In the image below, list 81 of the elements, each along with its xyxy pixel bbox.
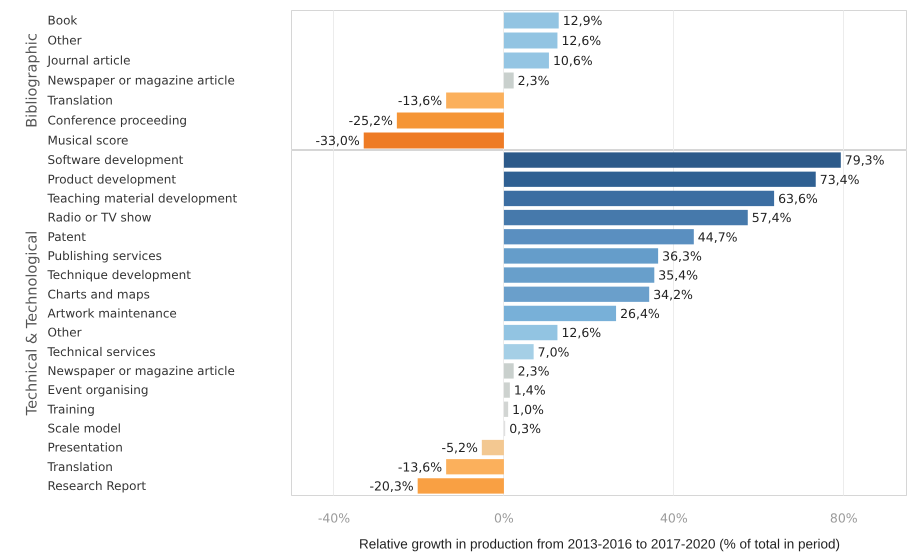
bar (504, 12, 559, 28)
data-label: -13,6% (398, 93, 442, 108)
data-label: 12,6% (561, 325, 602, 340)
y-tick-label: Event organising (48, 383, 148, 398)
bar (504, 72, 514, 88)
y-tick-label: Presentation (48, 440, 123, 455)
y-tick-label: Software development (48, 153, 184, 168)
data-label: 26,4% (620, 306, 660, 321)
y-tick-label: Other (48, 326, 82, 340)
y-tick-label: Research Report (48, 478, 146, 493)
data-label: -20,3% (369, 478, 414, 494)
x-tick-label: -40% (318, 510, 350, 526)
y-tick-label: Product development (48, 172, 176, 186)
x-tick-label: 40% (660, 510, 688, 526)
x-tick-label: 80% (830, 510, 858, 526)
y-tick-label: Translation (46, 94, 113, 108)
x-tick-label: 0% (494, 510, 514, 526)
data-label: 63,6% (778, 190, 818, 206)
data-label: 2,3% (518, 363, 550, 378)
x-axis-title: Relative growth in production from 2013-2016 to 2017-2020 (% of total in period) (358, 536, 840, 552)
bar (504, 190, 774, 206)
y-tick-label: Patent (48, 230, 86, 244)
data-label: 73,4% (820, 172, 860, 187)
bar (504, 32, 558, 48)
y-tick-label: Book (48, 14, 78, 28)
y-tick-label: Newspaper or magazine article (48, 74, 235, 88)
bar (446, 459, 504, 474)
y-tick-label: Radio or TV show (48, 210, 152, 225)
bar (504, 248, 658, 264)
bar (504, 306, 616, 322)
bar (482, 440, 504, 456)
data-label: 35,4% (658, 268, 698, 283)
y-tick-label: Journal article (46, 54, 130, 68)
bar (504, 402, 508, 417)
bar (504, 267, 654, 283)
bar (364, 132, 504, 148)
y-tick-label: Teaching material development (46, 191, 238, 206)
bar (504, 344, 534, 360)
data-label: 2,3% (518, 73, 550, 88)
y-tick-label: Translation (46, 460, 113, 474)
bar (418, 478, 504, 494)
data-label: 1,4% (514, 382, 546, 398)
y-tick-label: Artwork maintenance (48, 306, 177, 320)
bar (504, 152, 841, 168)
bar (504, 324, 558, 340)
data-label: 79,3% (844, 152, 885, 168)
bar (504, 52, 549, 68)
data-label: 36,3% (662, 248, 702, 264)
y-tick-label: Technique development (46, 268, 192, 282)
bar (504, 229, 694, 244)
y-tick-label: Other (48, 34, 82, 48)
y-tick-label: Newspaper or magazine article (48, 364, 235, 378)
data-label: 57,4% (752, 210, 792, 226)
bar (446, 92, 504, 108)
y-tick-label: Training (46, 402, 95, 416)
y-tick-label: Charts and maps (48, 287, 150, 302)
bar (504, 382, 510, 398)
bar (504, 172, 816, 187)
data-label: 34,2% (653, 286, 694, 302)
data-label: 0,3% (509, 420, 542, 436)
bar (504, 363, 514, 379)
data-label: 10,6% (552, 53, 593, 68)
y-tick-label: Publishing services (48, 248, 162, 263)
data-label: 12,6% (561, 33, 602, 48)
y-tick-label: Musical score (48, 134, 128, 148)
y-axis-title: Technical & Technological (24, 230, 40, 416)
data-label: 12,9% (562, 13, 603, 28)
bar (396, 112, 504, 128)
data-label: 1,0% (512, 402, 544, 417)
bar (504, 286, 650, 302)
data-label: -25,2% (348, 113, 393, 128)
y-tick-label: Conference proceeding (48, 114, 188, 128)
y-tick-label: Technical services (46, 344, 156, 359)
data-label: 7,0% (538, 344, 570, 360)
data-label: -13,6% (398, 459, 442, 474)
y-axis-title: Bibliographic (24, 33, 40, 128)
bar (504, 210, 748, 226)
data-label: 44,7% (698, 229, 738, 244)
y-tick-label: Scale model (48, 421, 121, 436)
data-label: -33,0% (316, 133, 360, 148)
data-label: -5,2% (442, 440, 478, 456)
